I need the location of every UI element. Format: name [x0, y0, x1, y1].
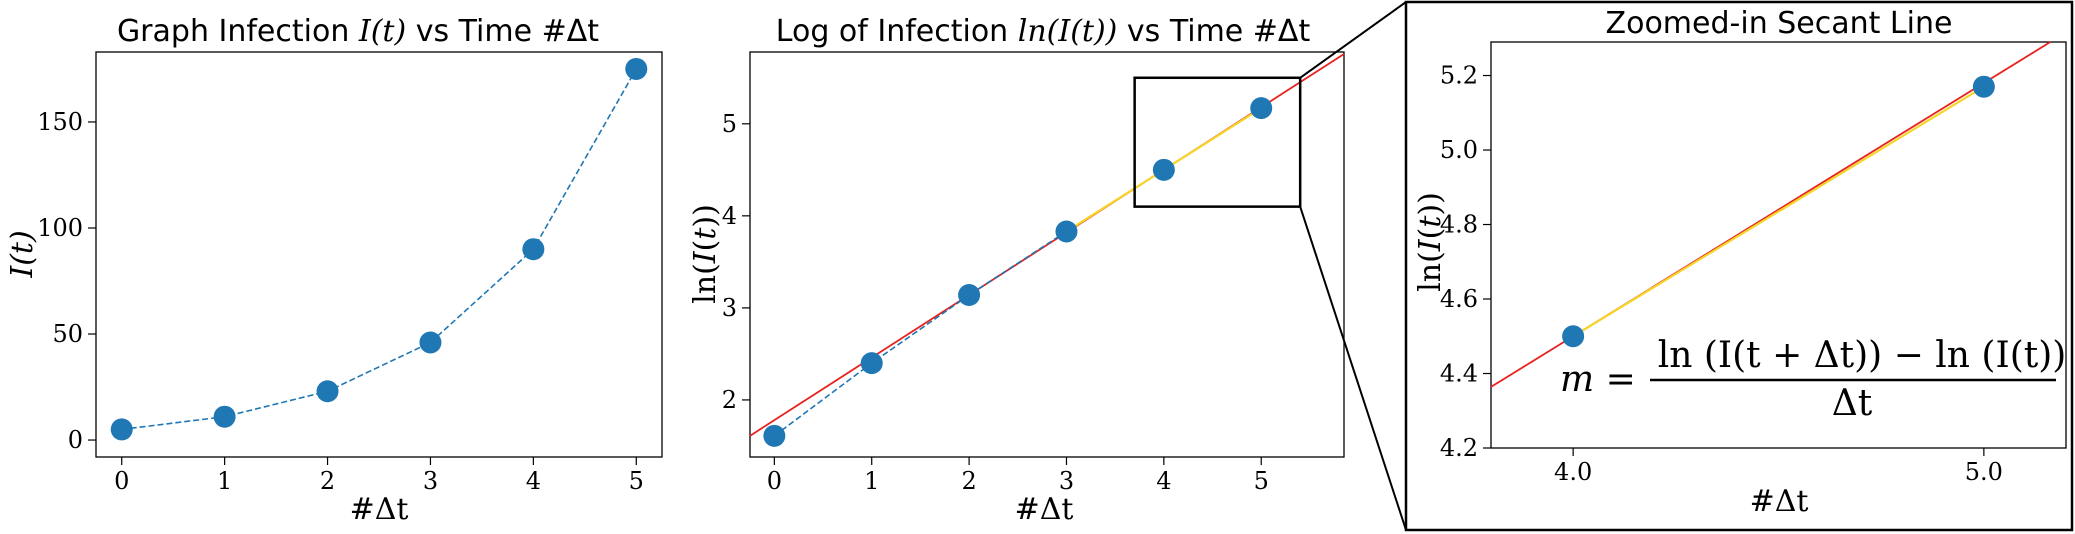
chart3-ylabel: ln(I(t)) — [1413, 192, 1448, 292]
x-tick-label: 3 — [423, 467, 438, 495]
chart-zoomed-secant: Zoomed-in Secant Line 4.0 5.0 4.2 4.4 4.6 4.8… — [1404, 0, 2074, 532]
zoom-panel-border — [1404, 0, 2074, 532]
data-point — [316, 380, 339, 403]
x-tick-label: 3 — [1059, 467, 1074, 495]
x-tick-label: 0 — [767, 467, 782, 495]
data-point — [1055, 220, 1078, 243]
slope-formula: m = ln (I(t + Δt)) − ln (I(t)) Δt — [1560, 335, 2066, 424]
chart-log-infection: Log of Infection ln(I(t)) vs Time #Δt 0 1… — [688, 14, 1345, 527]
chart1-ylabel: I(t) — [5, 230, 40, 278]
chart3-marks — [1490, 41, 2051, 388]
x-tick-label: 1 — [864, 467, 879, 495]
y-tick-label: 2 — [722, 386, 737, 414]
chart3-frame — [1490, 41, 2067, 449]
connector-line — [1299, 206, 1407, 531]
chart-infection: Graph Infection I(t) vs Time #Δt 0 1 2 3 4 50… — [5, 14, 663, 527]
data-point — [522, 238, 545, 261]
secant-line — [1572, 85, 1985, 338]
chart1-marks — [110, 57, 648, 441]
chart2-title: Log of Infection ln(I(t)) vs Time #Δt — [776, 14, 1311, 49]
connector-line — [1299, 1, 1407, 79]
data-point — [860, 352, 883, 375]
y-tick-label: 150 — [37, 108, 83, 136]
y-tick-label: 4.8 — [1440, 211, 1478, 239]
chart2-ticks: 0 1 2 3 4 5 2 3 4 5 — [722, 110, 1269, 495]
y-tick-label: 5.2 — [1440, 62, 1478, 90]
y-tick-label: 5 — [722, 110, 737, 138]
y-tick-label: 100 — [37, 214, 83, 242]
zoom-connectors — [1299, 1, 1407, 531]
data-point — [213, 405, 236, 428]
chart1-frame — [95, 51, 663, 458]
x-tick-label: 1 — [217, 467, 232, 495]
formula-lhs: m = — [1560, 359, 1636, 400]
chart2-xlabel: #Δt — [1015, 492, 1074, 527]
y-tick-label: 50 — [52, 320, 83, 348]
x-tick-label: 4 — [526, 467, 541, 495]
x-tick-label: 4 — [1156, 467, 1171, 495]
chart3-ticks: 4.0 5.0 4.2 4.4 4.6 4.8 5.0 5.2 — [1440, 62, 2003, 486]
chart2-marks — [749, 53, 1345, 447]
data-point — [763, 424, 786, 447]
y-tick-label: 4.2 — [1440, 434, 1478, 462]
chart2-frame — [749, 51, 1345, 458]
chart3-title: Zoomed-in Secant Line — [1606, 6, 1953, 41]
y-tick-label: 4.4 — [1440, 360, 1478, 388]
data-point — [1562, 325, 1585, 348]
data-point — [625, 57, 648, 80]
formula-numerator: ln (I(t + Δt)) − ln (I(t)) — [1658, 335, 2067, 376]
x-tick-label: 2 — [320, 467, 335, 495]
series-line — [121, 68, 637, 431]
data-point — [110, 418, 133, 441]
x-tick-label: 0 — [114, 467, 129, 495]
formula-denominator: Δt — [1832, 383, 1873, 424]
y-tick-label: 4 — [722, 202, 737, 230]
chart1-title: Graph Infection I(t) vs Time #Δt — [117, 14, 599, 49]
chart3-xlabel: #Δt — [1750, 484, 1809, 519]
series-line — [773, 230, 1067, 437]
data-point — [958, 284, 981, 306]
data-point — [419, 331, 442, 354]
zoom-box — [1133, 76, 1302, 208]
y-tick-label: 4.6 — [1440, 285, 1478, 313]
x-tick-label: 2 — [961, 467, 976, 495]
y-tick-label: 3 — [722, 294, 737, 322]
chart2-ylabel: ln(I(t)) — [688, 204, 723, 304]
chart1-xlabel: #Δt — [350, 492, 409, 527]
data-point — [1972, 75, 1995, 98]
x-tick-label: 5.0 — [1965, 458, 2003, 486]
x-tick-label: 5 — [1254, 467, 1269, 495]
y-tick-label: 0 — [68, 426, 83, 454]
data-point — [1250, 97, 1273, 120]
x-tick-label: 4.0 — [1554, 458, 1592, 486]
x-tick-label: 5 — [629, 467, 644, 495]
data-point — [1152, 158, 1175, 181]
y-tick-label: 5.0 — [1440, 136, 1478, 164]
